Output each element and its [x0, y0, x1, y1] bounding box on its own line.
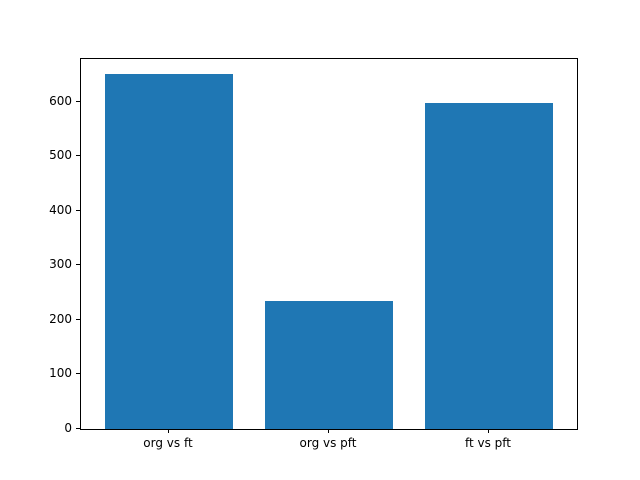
y-axis-tick-mark	[76, 318, 80, 320]
y-axis-tick-mark	[76, 100, 80, 102]
bar-org-vs-ft	[105, 74, 233, 429]
y-axis-tick-label: 0	[64, 421, 72, 435]
y-axis-tick-label: 600	[49, 93, 72, 108]
y-axis-tick-mark	[76, 373, 80, 375]
x-axis-tick-label: org vs ft	[143, 436, 193, 450]
y-axis-tick-mark	[76, 264, 80, 266]
y-axis-tick-mark	[76, 428, 80, 429]
y-axis-tick-mark	[76, 155, 80, 157]
y-axis-tick-label: 400	[49, 202, 72, 217]
y-axis-tick-mark	[76, 209, 80, 211]
x-axis-tick-mark	[328, 429, 329, 433]
y-axis-tick-label: 100	[49, 366, 72, 381]
y-axis-tick-label: 500	[49, 148, 72, 163]
y-axis-tick-label: 300	[49, 257, 72, 272]
bar-org-vs-pft	[265, 300, 393, 429]
x-axis-tick-mark	[168, 429, 169, 433]
x-axis-tick-label: org vs pft	[299, 436, 357, 450]
x-axis-tick-label: ft vs pft	[464, 436, 512, 450]
x-axis-tick-mark	[488, 429, 489, 433]
bar-ft-vs-pft	[425, 102, 553, 429]
y-axis-tick-label: 200	[49, 311, 72, 326]
plot-area	[80, 58, 578, 430]
